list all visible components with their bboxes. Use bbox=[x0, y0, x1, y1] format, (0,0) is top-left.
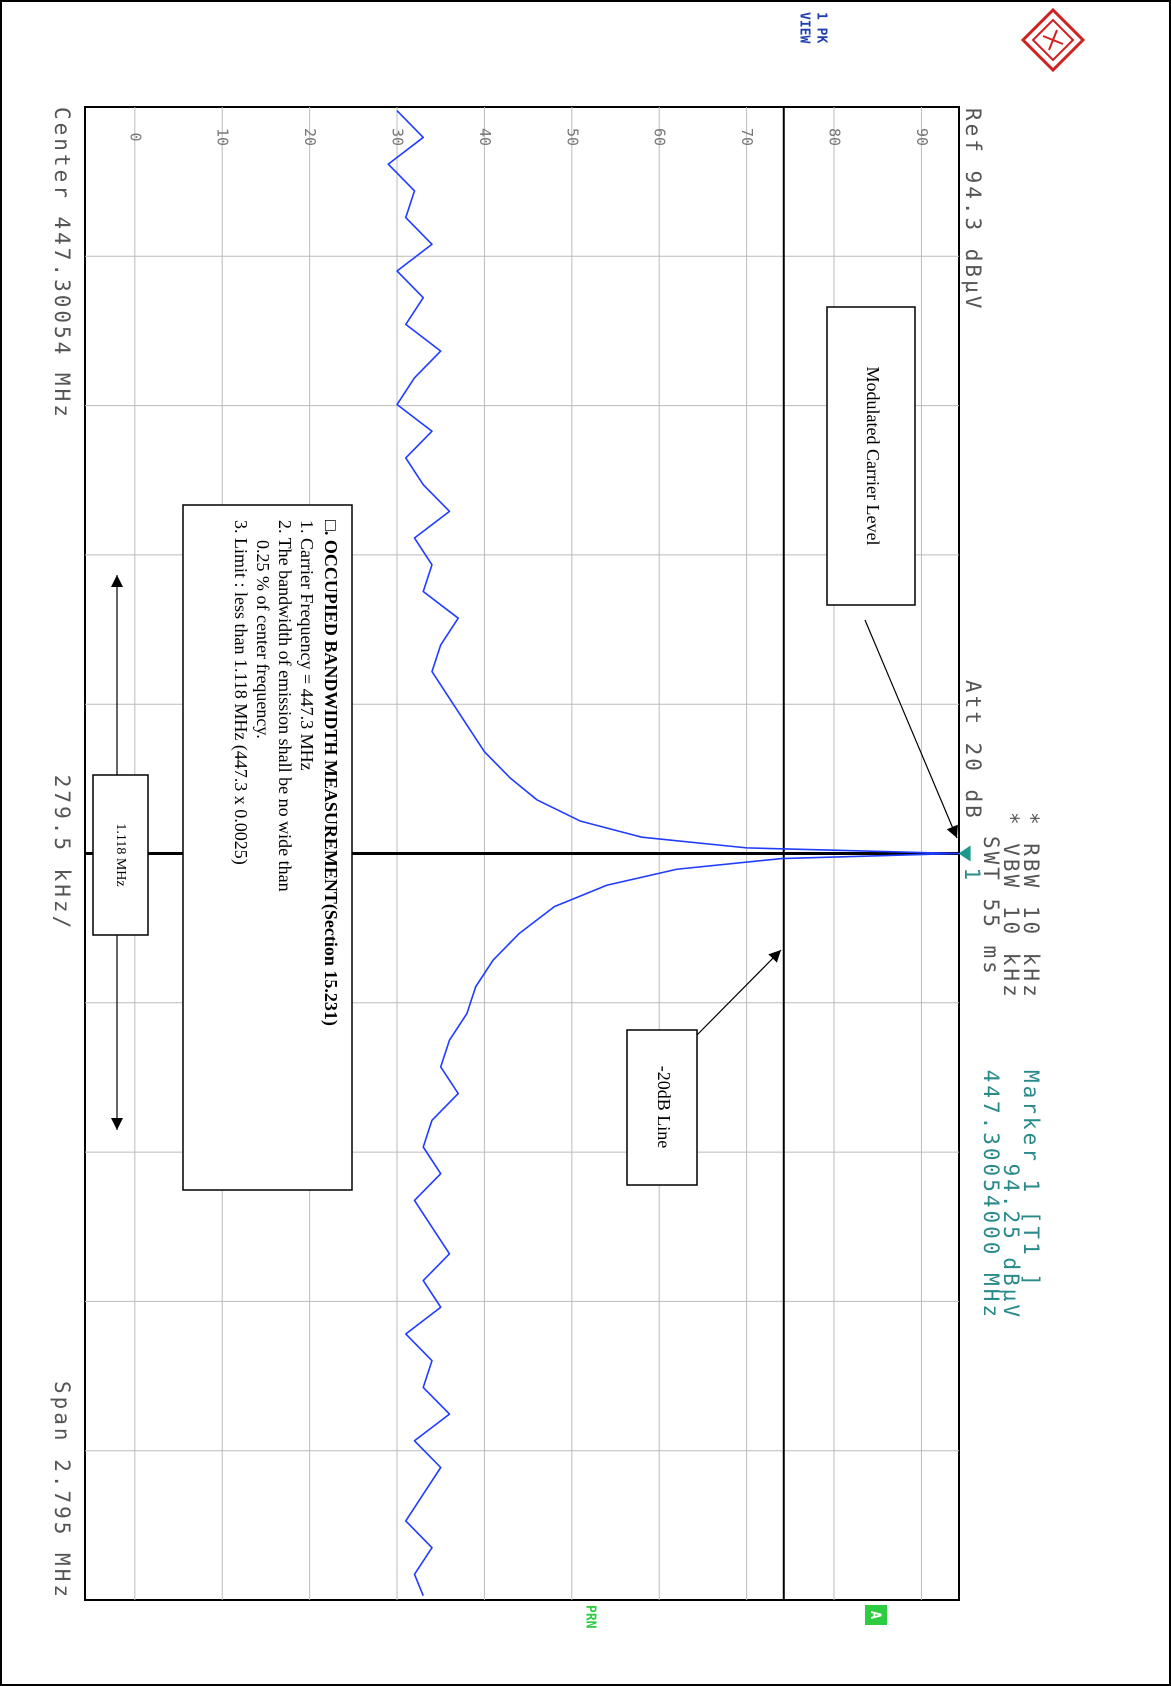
vbw: * VBW 10 kHz bbox=[999, 812, 1023, 1000]
status-prn: PRN bbox=[583, 1605, 598, 1629]
box-title: □. OCCUPIED BANDWIDTH MEASUREMENT(Sectio… bbox=[320, 520, 341, 1026]
rotated-view: 1 PK VIEW * RBW 10 kHz * VBW 10 kHz SWT … bbox=[50, 7, 1086, 1629]
y-tick-label: 10 bbox=[214, 128, 232, 146]
marker-level: 94.25 dBµV bbox=[999, 1164, 1023, 1320]
status-a: A bbox=[867, 1611, 883, 1620]
ref-level: Ref 94.3 dBµV bbox=[961, 108, 985, 311]
line20-arrow bbox=[696, 949, 782, 1036]
carrier-arrow bbox=[864, 619, 958, 839]
marker-title: Marker 1 [T1 ] bbox=[1019, 1070, 1043, 1289]
box-line: 0.25 % of center frequency. bbox=[253, 540, 273, 739]
span: Span 2.795 MHz bbox=[50, 1381, 74, 1600]
status-box bbox=[865, 1605, 887, 1625]
logo bbox=[1020, 7, 1086, 73]
y-tick-label: 40 bbox=[476, 128, 494, 146]
marker-frequency: 447.30054000 MHz bbox=[979, 1070, 1003, 1320]
trace-detector: 1 PK bbox=[814, 12, 829, 43]
line20-label: -20dB Line bbox=[654, 1066, 674, 1149]
y-tick-label: 60 bbox=[651, 128, 669, 146]
carrier-label: Modulated Carrier Level bbox=[863, 367, 883, 546]
bw-label: 1.118 MHz bbox=[113, 823, 128, 886]
marker bbox=[958, 845, 971, 862]
marker-label: 1 bbox=[960, 868, 984, 884]
trace-view: VIEW bbox=[797, 12, 812, 43]
box-line: 1. Carrier Frequency = 447.3 MHz bbox=[297, 520, 317, 771]
y-tick-label: 80 bbox=[826, 128, 844, 146]
box-line: 3. Limit : less than 1.118 MHz (447.3 x … bbox=[230, 520, 251, 865]
y-tick-label: 90 bbox=[913, 128, 931, 146]
annotations: Modulated Carrier Level -20dB Line □. OC… bbox=[92, 306, 958, 1191]
y-tick-label: 50 bbox=[563, 128, 581, 146]
y-tick-label: 30 bbox=[389, 128, 407, 146]
y-tick-label: 20 bbox=[301, 128, 319, 146]
attenuation: Att 20 dB bbox=[961, 680, 985, 821]
y-tick-label: 0 bbox=[126, 132, 144, 141]
swt: SWT 55 ms bbox=[979, 836, 1003, 977]
trace bbox=[387, 110, 960, 1597]
y-tick-label: 70 bbox=[738, 128, 756, 146]
rbw: * RBW 10 kHz bbox=[1019, 812, 1043, 1000]
division: 279.5 kHz/ bbox=[50, 775, 74, 931]
box-line: 2. The bandwidth of emission shall be no… bbox=[275, 520, 295, 892]
center-frequency: Center 447.30054 MHz bbox=[50, 107, 74, 420]
